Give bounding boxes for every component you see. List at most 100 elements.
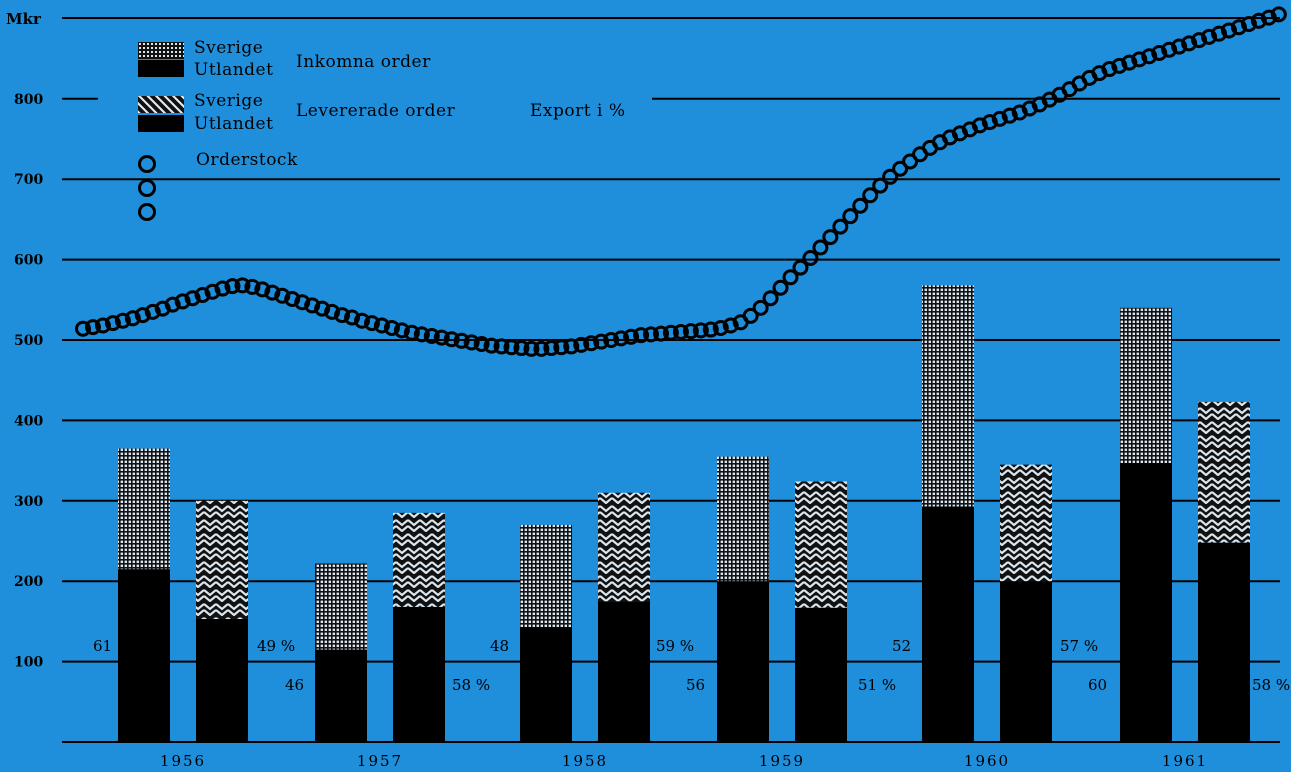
orderstock-point [433, 329, 450, 346]
orderstock-point [1141, 48, 1158, 65]
y-tick-label: 600 [14, 253, 43, 269]
orderstock-point [224, 278, 241, 295]
x-tick-label: 1956 [160, 752, 206, 770]
legend-inkomna-order: Inkomna order [296, 52, 431, 72]
orderstock-point [752, 299, 769, 316]
orderstock-point [94, 317, 111, 334]
export-label-inkomna: 61 [93, 637, 112, 655]
orderstock-point [971, 117, 988, 134]
bar-levererade-utlandet [196, 618, 248, 742]
legend-utlandet-2: Utlandet [194, 114, 274, 134]
orderstock-point [652, 325, 669, 342]
x-tick-label: 1957 [357, 752, 403, 770]
orderstock-point [354, 312, 371, 329]
x-tick-label: 1959 [759, 752, 805, 770]
orderstock-point [274, 287, 291, 304]
orderstock-point [254, 281, 271, 298]
y-tick-label: 500 [14, 333, 43, 349]
orderstock-point [762, 290, 779, 307]
orderstock-point [842, 208, 859, 225]
orderstock-point [782, 269, 799, 286]
orderstock-point [1260, 9, 1277, 26]
orderstock-point [981, 114, 998, 131]
orderstock-point [523, 340, 540, 357]
legend-swatch-levererade-utlandet [138, 115, 184, 132]
orderstock-point [553, 339, 570, 356]
orderstock-point [453, 332, 470, 349]
orderstock-point [463, 334, 480, 351]
y-tick-label: 300 [14, 494, 43, 510]
bar-levererade-utlandet [1198, 542, 1250, 742]
x-tick-label: 1958 [562, 752, 608, 770]
orderstock-point [1171, 38, 1188, 55]
orderstock-point [1181, 35, 1198, 52]
orderstock-point [324, 303, 341, 320]
orderstock-point [194, 286, 211, 303]
orderstock-point [214, 280, 231, 297]
x-tick-label: 1960 [964, 752, 1010, 770]
legend-export-pct: Export i % [530, 101, 626, 121]
export-label-inkomna: 60 [1088, 676, 1107, 694]
orderstock-point [902, 153, 919, 170]
bar-inkomna-utlandet [1120, 463, 1172, 742]
orderstock-point [403, 324, 420, 341]
orderstock-point [882, 168, 899, 185]
bar-levererade-sverige [795, 481, 847, 608]
orderstock-point [742, 307, 759, 324]
bar-levererade-sverige [393, 512, 445, 607]
orderstock-point [393, 322, 410, 339]
orderstock-point [633, 327, 650, 344]
orderstock-point [583, 335, 600, 352]
orderstock-point [1111, 57, 1128, 74]
orderstock-point [184, 290, 201, 307]
orderstock-point [1151, 44, 1168, 61]
orderstock-point [872, 177, 889, 194]
orderstock-point [712, 319, 729, 336]
orderstock-point [1270, 6, 1287, 23]
orderstock-point [373, 317, 390, 334]
legend-utlandet-1: Utlandet [194, 60, 274, 80]
y-axis-label: Mkr [6, 10, 42, 28]
bar-inkomna-sverige [1120, 307, 1172, 464]
orderstock-point [294, 294, 311, 311]
orderstock-point [1230, 19, 1247, 36]
orderstock-point [104, 315, 121, 332]
export-label-inkomna: 56 [686, 676, 705, 694]
orderstock-point [772, 279, 789, 296]
export-label-levererade: 57 % [1060, 637, 1098, 655]
orderstock-point [314, 300, 331, 317]
orderstock-point [75, 320, 91, 337]
orderstock-point [244, 278, 261, 295]
bar-inkomna-utlandet [922, 506, 974, 742]
orderstock-point [1220, 22, 1237, 39]
orderstock-point [682, 323, 699, 340]
bar-levererade-utlandet [795, 607, 847, 742]
orderstock-point [134, 307, 151, 324]
orderstock-point [493, 338, 510, 355]
bar-levererade-utlandet [393, 606, 445, 742]
orderstock-point [483, 337, 500, 354]
orderstock-point [363, 315, 380, 332]
bar-inkomna-utlandet [717, 581, 769, 742]
bar-inkomna-utlandet [520, 627, 572, 742]
bar-levererade-sverige [196, 500, 248, 619]
export-label-levererade: 58 % [1252, 676, 1290, 694]
ring-icon [138, 202, 156, 221]
legend-swatch-inkomna-sverige [138, 42, 184, 59]
orderstock-point [114, 312, 131, 329]
bar-inkomna-sverige [520, 524, 572, 628]
orderstock-point [672, 323, 689, 340]
orderstock-point [174, 293, 191, 310]
legend-swatch-inkomna-utlandet [138, 60, 184, 77]
orderstock-point [573, 336, 590, 353]
orderstock-point [513, 340, 530, 357]
orderstock-point [124, 310, 141, 327]
export-label-inkomna: 52 [892, 637, 911, 655]
bar-levererade-utlandet [598, 601, 650, 742]
orderstock-point [613, 330, 630, 347]
y-tick-label: 200 [14, 574, 43, 590]
orderstock-point [533, 340, 550, 357]
orderstock-point [792, 259, 809, 276]
orderstock-point [543, 340, 560, 357]
